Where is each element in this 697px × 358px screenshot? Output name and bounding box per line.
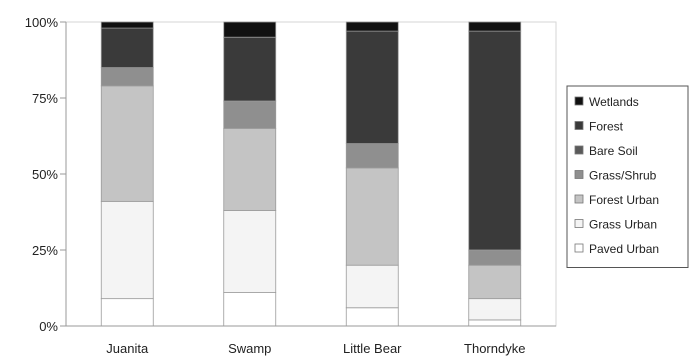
- bar-segment: [100, 200, 154, 300]
- bar-segment: [468, 30, 522, 251]
- bar-segment: [100, 67, 154, 87]
- bar-segment: [345, 307, 399, 327]
- bar-segment: [100, 27, 154, 69]
- bar-segment: [345, 21, 399, 32]
- plot-area: [65, 21, 557, 327]
- bar-segment: [223, 36, 277, 102]
- bar-segment: [345, 143, 399, 169]
- y-tick-label: 0%: [39, 319, 58, 334]
- bar-segment: [468, 298, 522, 321]
- bar-segment: [100, 21, 154, 29]
- x-category-label: Swamp: [228, 341, 271, 356]
- bar-segment: [223, 210, 277, 293]
- x-category-label: Thorndyke: [464, 341, 525, 356]
- y-axis: 0% 25% 50% 75% 100%: [25, 15, 67, 334]
- bar-segment: [468, 21, 522, 32]
- legend-swatch: [574, 121, 584, 130]
- bar-segment: [468, 264, 522, 300]
- legend-label: Paved Urban: [589, 242, 659, 256]
- bar-segment: [223, 100, 277, 129]
- bar-segment: [468, 319, 522, 327]
- bar-segment: [223, 127, 277, 211]
- y-tick-label: 50%: [32, 167, 58, 182]
- legend-label: Forest Urban: [589, 193, 659, 207]
- legend-swatch: [574, 243, 584, 253]
- legend-swatch: [574, 170, 584, 179]
- legend-label: Wetlands: [589, 95, 639, 109]
- bar-segment: [345, 30, 399, 145]
- legend-label: Forest: [589, 120, 624, 134]
- legend-swatch: [574, 145, 584, 155]
- bar-segment: [223, 21, 277, 38]
- bar-segment: [223, 292, 277, 327]
- y-tick-label: 75%: [32, 91, 58, 106]
- bar-segment: [100, 298, 154, 327]
- legend-label: Grass Urban: [589, 218, 657, 232]
- legend-swatch: [574, 96, 584, 106]
- legend-swatch: [574, 219, 584, 228]
- bar-segment: [468, 249, 522, 266]
- bar-segment: [345, 167, 399, 266]
- y-tick-label: 100%: [25, 15, 59, 30]
- y-tick-label: 25%: [32, 243, 58, 258]
- x-category-label: Little Bear: [343, 341, 402, 356]
- legend-swatch: [574, 194, 584, 204]
- legend-label: Grass/Shrub: [589, 169, 657, 183]
- legend-label: Bare Soil: [589, 144, 638, 158]
- x-category-label: Juanita: [106, 341, 149, 356]
- x-axis: Juanita Swamp Little Bear Thorndyke: [66, 325, 556, 356]
- bar-segment: [100, 85, 154, 202]
- bar-segment: [345, 264, 399, 309]
- legend: Wetlands Forest Bare Soil Grass/Shrub Forest…: [566, 85, 689, 268]
- legend-box: [566, 85, 689, 268]
